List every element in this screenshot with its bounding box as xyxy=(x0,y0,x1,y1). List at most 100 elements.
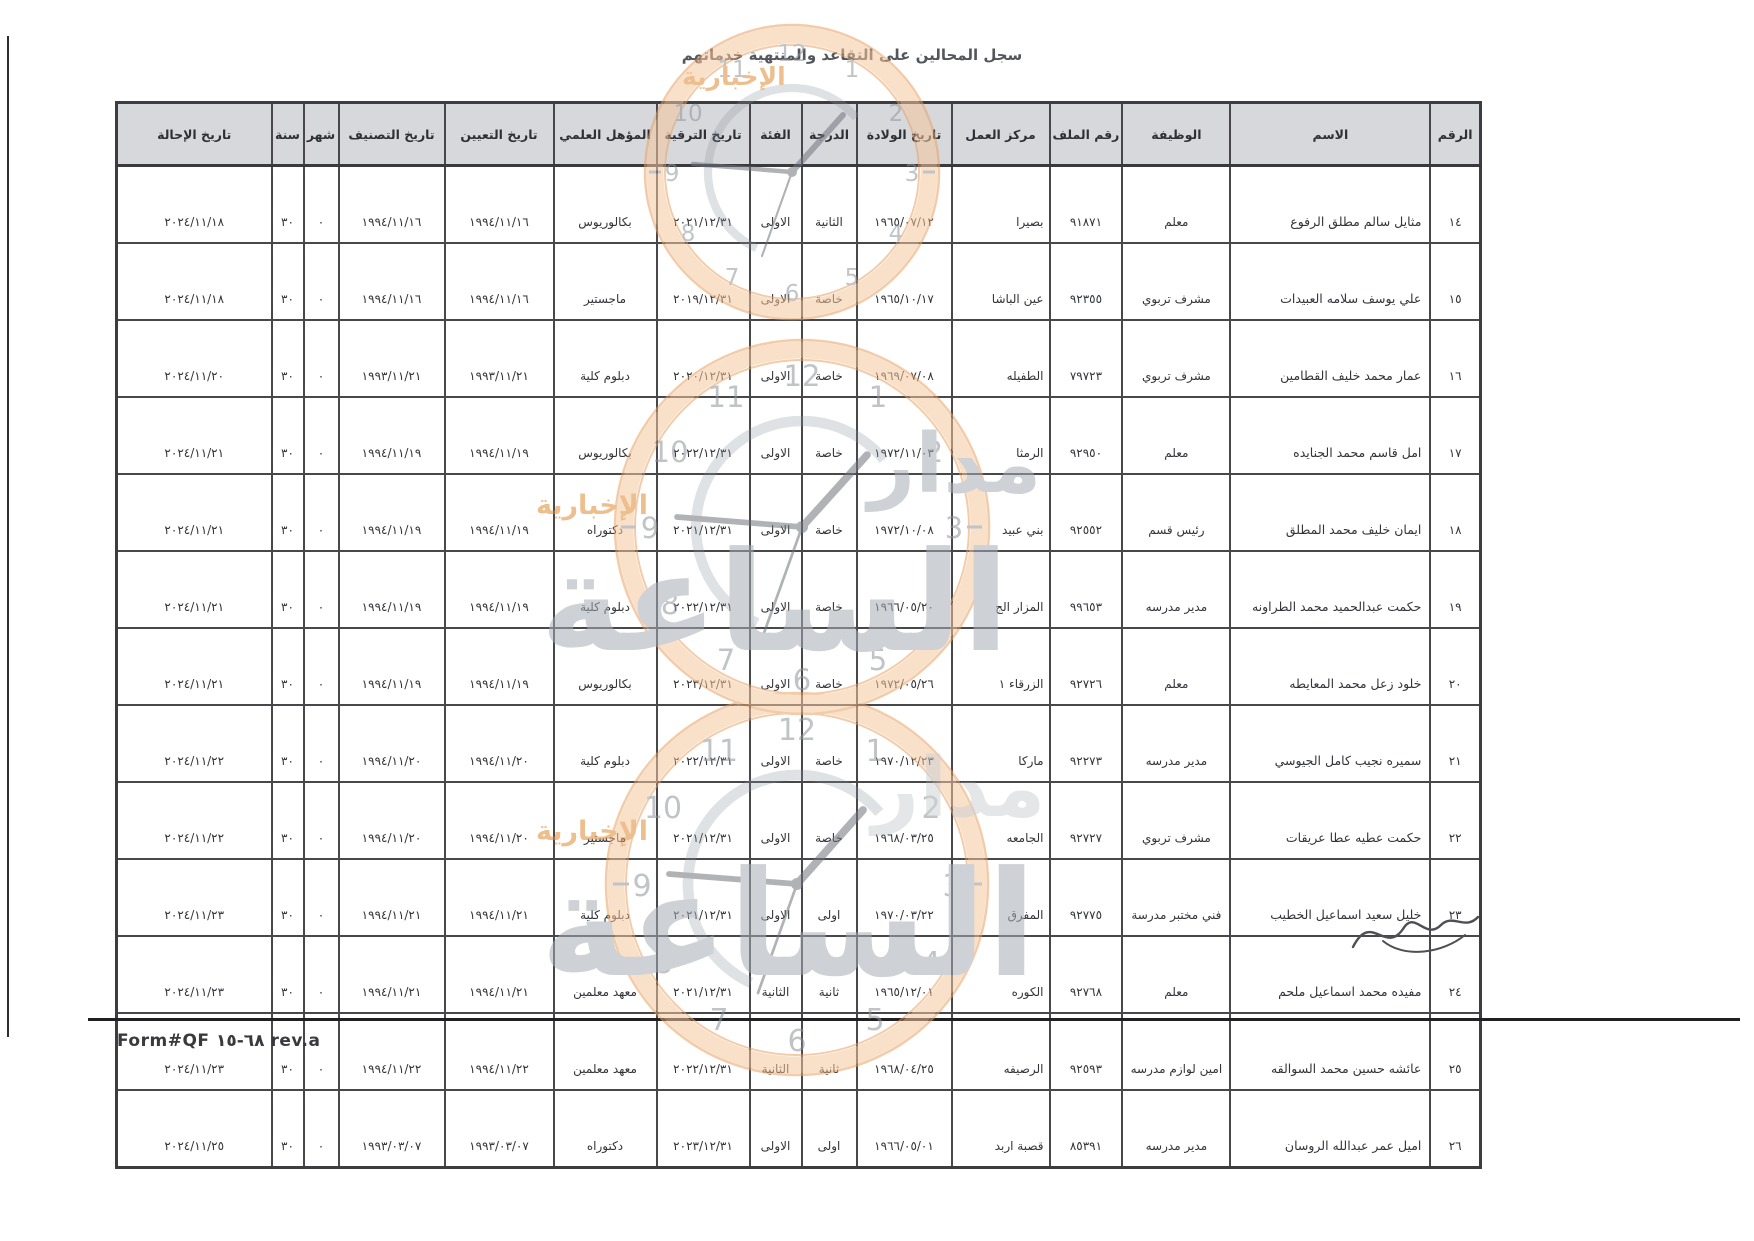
cell-job: مشرف تربوي xyxy=(1121,242,1232,321)
cell-num: ١٥ xyxy=(1429,242,1482,321)
cell-month: ٠ xyxy=(302,1089,340,1169)
cell-grade: خاصة xyxy=(800,704,858,783)
cell-classification_date: ١٩٩٤/١١/٢٠ xyxy=(337,781,446,860)
cell-name: خليل سعيد اسماعيل الخطيب xyxy=(1229,858,1432,937)
cell-category: الاولى xyxy=(748,473,803,552)
cell-month: ٠ xyxy=(302,781,340,860)
cell-referral_date: ٢٠٢٤/١١/١٨ xyxy=(115,242,273,321)
cell-num: ١٤ xyxy=(1429,164,1482,244)
cell-job: فني مختبر مدرسة xyxy=(1121,858,1232,937)
column-header-grade: الدرجة xyxy=(800,101,858,167)
cell-referral_date: ٢٠٢٤/١١/٢١ xyxy=(115,550,273,629)
cell-birth_date: ١٩٦٨/٠٣/٢٥ xyxy=(855,781,953,860)
cell-qualification: دبلوم كلية xyxy=(552,704,658,783)
cell-qualification: معهد معلمين xyxy=(552,935,658,1014)
cell-month: ٠ xyxy=(302,935,340,1014)
column-header-appointment_date: تاريخ التعيين xyxy=(443,101,555,167)
cell-grade: خاصة xyxy=(800,781,858,860)
cell-name: عمار محمد خليف القطامين xyxy=(1229,319,1432,398)
cell-num: ١٦ xyxy=(1429,319,1482,398)
cell-classification_date: ١٩٩٤/١١/١٩ xyxy=(337,473,446,552)
cell-appointment_date: ١٩٩٤/١١/١٩ xyxy=(443,627,555,706)
cell-classification_date: ١٩٩٤/١١/٢١ xyxy=(337,935,446,1014)
cell-job: معلم xyxy=(1121,627,1232,706)
cell-classification_date: ١٩٩٣/١١/٢١ xyxy=(337,319,446,398)
cell-name: حكمت عبدالحميد محمد الطراونه xyxy=(1229,550,1432,629)
cell-classification_date: ١٩٩٤/١١/١٦ xyxy=(337,242,446,321)
cell-name: اميل عمر عبدالله الروسان xyxy=(1229,1089,1432,1169)
cell-classification_date: ١٩٩٤/١١/٢٠ xyxy=(337,704,446,783)
cell-file_no: ٩٢٩٥٠ xyxy=(1048,396,1124,475)
scan-artifact-left-line xyxy=(7,36,9,1037)
cell-name: حكمت عطيه عطا عريقات xyxy=(1229,781,1432,860)
cell-year: ٣٠ xyxy=(270,1012,305,1091)
cell-file_no: ٩٢٢٧٣ xyxy=(1048,704,1124,783)
cell-month: ٠ xyxy=(302,1012,340,1091)
column-header-referral_date: تاريخ الإحالة xyxy=(115,101,273,167)
cell-category: الاولى xyxy=(748,550,803,629)
cell-file_no: ٩٢٧٢٦ xyxy=(1048,627,1124,706)
cell-file_no: ٩٢٥٥٢ xyxy=(1048,473,1124,552)
cell-job: رئيس قسم xyxy=(1121,473,1232,552)
cell-classification_date: ١٩٩٤/١١/٢١ xyxy=(337,858,446,937)
cell-promotion_date: ٢٠٢١/١٢/٣١ xyxy=(655,858,751,937)
cell-classification_date: ١٩٩٤/١١/١٩ xyxy=(337,396,446,475)
cell-work_center: عين الباشا xyxy=(950,242,1051,321)
cell-grade: خاصة xyxy=(800,242,858,321)
cell-category: الثانية xyxy=(748,935,803,1014)
cell-name: مثايل سالم مطلق الرفوع xyxy=(1229,164,1432,244)
cell-month: ٠ xyxy=(302,396,340,475)
scan-artifact-bottom-line xyxy=(88,1018,1740,1021)
cell-year: ٣٠ xyxy=(270,550,305,629)
cell-appointment_date: ١٩٩٣/٠٣/٠٧ xyxy=(443,1089,555,1169)
table-row: ٢٢ حكمت عطيه عطا عريقات مشرف تربوي ٩٢٧٢٧ الج… xyxy=(115,781,1482,860)
cell-year: ٣٠ xyxy=(270,627,305,706)
cell-grade: ثانية xyxy=(800,1012,858,1091)
cell-year: ٣٠ xyxy=(270,242,305,321)
table-row: ١٨ ايمان خليف محمد المطلق رئيس قسم ٩٢٥٥٢ بني… xyxy=(115,473,1482,552)
cell-promotion_date: ٢٠٢٢/١٢/٣١ xyxy=(655,550,751,629)
cell-appointment_date: ١٩٩٤/١١/١٦ xyxy=(443,164,555,244)
column-header-work_center: مركز العمل xyxy=(950,101,1051,167)
column-header-month: شهر xyxy=(302,101,340,167)
cell-year: ٣٠ xyxy=(270,396,305,475)
cell-month: ٠ xyxy=(302,704,340,783)
column-header-year: سنة xyxy=(270,101,305,167)
cell-promotion_date: ٢٠٢٢/١٢/٣١ xyxy=(655,1012,751,1091)
cell-referral_date: ٢٠٢٤/١١/١٨ xyxy=(115,164,273,244)
cell-qualification: ماجستير xyxy=(552,781,658,860)
cell-qualification: بكالوريوس xyxy=(552,627,658,706)
cell-promotion_date: ٢٠٢٣/١٢/٣١ xyxy=(655,627,751,706)
column-header-name: الاسم xyxy=(1229,101,1432,167)
cell-referral_date: ٢٠٢٤/١١/٢٢ xyxy=(115,704,273,783)
cell-job: امين لوازم مدرسه xyxy=(1121,1012,1232,1091)
cell-grade: خاصة xyxy=(800,473,858,552)
cell-qualification: دبلوم كلية xyxy=(552,319,658,398)
cell-category: الاولى xyxy=(748,396,803,475)
column-header-promotion_date: تاريخ الترقية xyxy=(655,101,751,167)
cell-category: الاولى xyxy=(748,319,803,398)
cell-job: مدير مدرسه xyxy=(1121,1089,1232,1169)
cell-num: ١٩ xyxy=(1429,550,1482,629)
table-row: ٢٥ عائشه حسين محمد السوالقه امين لوازم مدر… xyxy=(115,1012,1482,1091)
cell-birth_date: ١٩٦٨/٠٤/٢٥ xyxy=(855,1012,953,1091)
cell-job: مدير مدرسه xyxy=(1121,704,1232,783)
cell-work_center: بني عبيد xyxy=(950,473,1051,552)
cell-year: ٣٠ xyxy=(270,164,305,244)
signature-scribble xyxy=(1351,915,1480,953)
cell-qualification: معهد معلمين xyxy=(552,1012,658,1091)
cell-referral_date: ٢٠٢٤/١١/٢٣ xyxy=(115,935,273,1014)
cell-referral_date: ٢٠٢٤/١١/٢١ xyxy=(115,627,273,706)
cell-appointment_date: ١٩٩٣/١١/٢١ xyxy=(443,319,555,398)
cell-file_no: ٩٢٧٦٨ xyxy=(1048,935,1124,1014)
records-table: الرقم الاسم الوظيفة رقم الملف مركز العمل تاري… xyxy=(115,101,1482,1169)
cell-year: ٣٠ xyxy=(270,1089,305,1169)
cell-appointment_date: ١٩٩٤/١١/٢٠ xyxy=(443,781,555,860)
cell-category: الثانية xyxy=(748,1012,803,1091)
cell-file_no: ٩٢٣٥٥ xyxy=(1048,242,1124,321)
cell-category: الاولى xyxy=(748,858,803,937)
cell-work_center: الرمثا xyxy=(950,396,1051,475)
cell-month: ٠ xyxy=(302,858,340,937)
cell-file_no: ٩٢٧٧٥ xyxy=(1048,858,1124,937)
